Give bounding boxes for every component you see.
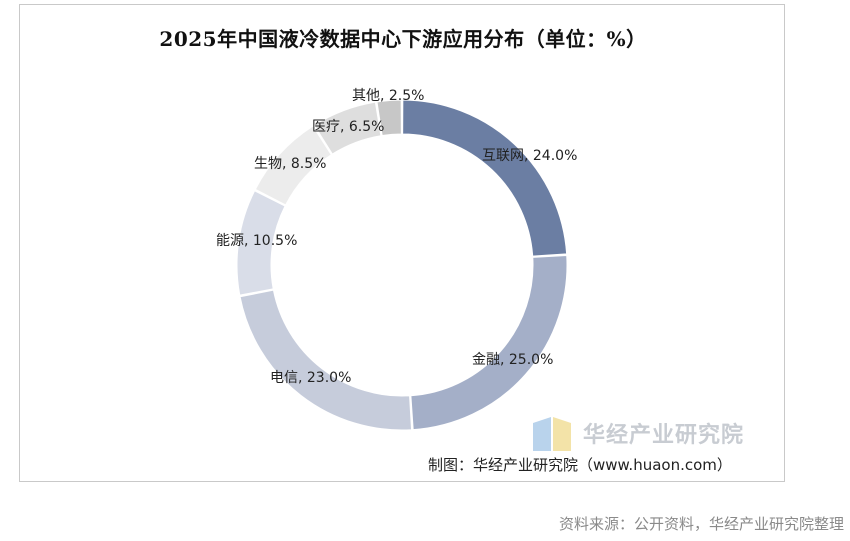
donut-slice-3: [239, 289, 413, 431]
slice-data-label-4: 能源, 10.5%: [216, 233, 297, 249]
donut-slice-6: [313, 101, 382, 155]
donut-slice-1: [402, 99, 568, 257]
chart-credit: 制图：华经产业研究院（www.huaon.com）: [428, 456, 732, 474]
donut-slice-2: [410, 254, 568, 431]
donut-slice-5: [254, 125, 332, 206]
slice-data-label-6: 医疗, 6.5%: [312, 119, 384, 135]
watermark-text: 华经产业研究院: [583, 423, 745, 448]
slice-data-label-2: 金融, 25.0%: [472, 352, 553, 368]
watermark-logo: 华经产业研究院: [531, 415, 781, 455]
slice-data-label-1: 互联网, 24.0%: [482, 148, 577, 164]
donut-chart: 互联网, 24.0% 金融, 25.0% 电信, 23.0% 能源, 10.5% 生物,…: [216, 88, 577, 431]
data-source-note: 资料来源：公开资料，华经产业研究院整理: [558, 515, 844, 533]
chart-frame: 2025年中国液冷数据中心下游应用分布（单位：%） 互联网, 24.0% 金融, …: [19, 4, 785, 482]
slice-data-label-3: 电信, 23.0%: [270, 370, 351, 386]
chart-title: 2025年中国液冷数据中心下游应用分布（单位：%）: [159, 27, 647, 51]
slice-data-label-5: 生物, 8.5%: [254, 156, 326, 172]
slice-data-label-7: 其他, 2.5%: [352, 88, 424, 104]
donut-slice-7: [376, 99, 402, 137]
huajing-logo-icon: [533, 417, 571, 451]
donut-slice-4: [236, 190, 286, 296]
